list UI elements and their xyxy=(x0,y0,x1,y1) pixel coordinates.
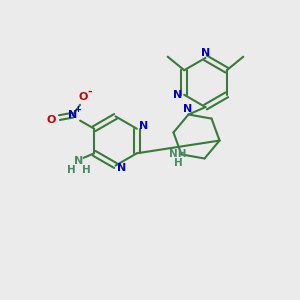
Text: H: H xyxy=(67,165,76,175)
Text: N: N xyxy=(74,156,83,167)
Text: N: N xyxy=(183,103,192,113)
Text: -: - xyxy=(87,87,92,97)
Text: +: + xyxy=(74,105,82,114)
Text: NH: NH xyxy=(169,148,187,158)
Text: N: N xyxy=(139,121,148,131)
Text: N: N xyxy=(173,90,182,100)
Text: H: H xyxy=(82,165,91,175)
Text: O: O xyxy=(46,115,56,125)
Text: H: H xyxy=(174,158,182,167)
Text: N: N xyxy=(68,110,77,120)
Text: N: N xyxy=(118,163,127,173)
Text: O: O xyxy=(78,92,88,102)
Text: N: N xyxy=(201,47,210,58)
